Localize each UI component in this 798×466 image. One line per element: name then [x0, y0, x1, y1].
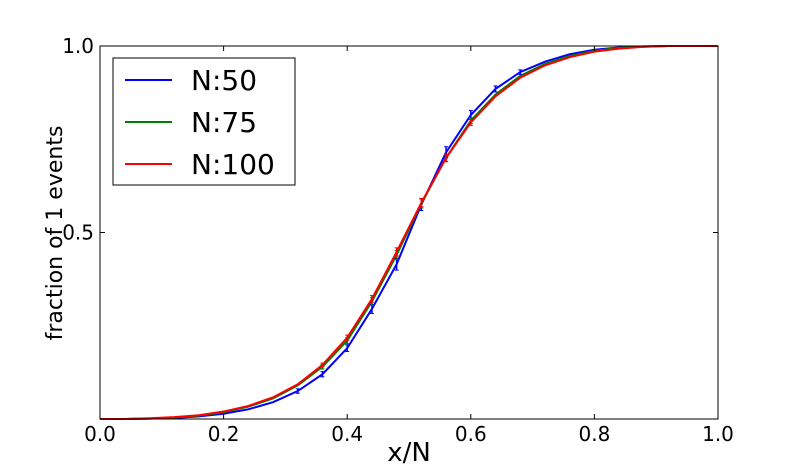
error-bar: [444, 153, 449, 163]
x-tick-label: 0.0: [84, 422, 116, 446]
legend-item: N:50: [125, 64, 257, 97]
tick-layer: [99, 45, 719, 419]
y-tick-label: 0.5: [62, 221, 94, 245]
legend-label: N:75: [191, 106, 257, 139]
error-bar: [369, 295, 374, 303]
series-layer: [100, 45, 718, 420]
legend: N:50 N:75 N:100: [112, 57, 296, 186]
errorbar-layer: [295, 69, 523, 394]
y-axis-label: fraction of 1 events: [43, 126, 68, 341]
x-tick-label: 0.6: [455, 422, 487, 446]
error-bar: [468, 118, 473, 126]
legend-label: N:100: [191, 148, 275, 181]
x-tick-label: 1.0: [702, 422, 734, 446]
error-bar: [320, 371, 325, 378]
error-bar: [345, 334, 350, 341]
error-bar: [295, 388, 300, 394]
error-bar: [493, 85, 498, 93]
error-bar: [320, 362, 325, 368]
legend-label: N:50: [191, 64, 257, 97]
x-tick-label: 0.4: [331, 422, 363, 446]
legend-item: N:100: [125, 148, 275, 181]
y-tick-label: 1.0: [62, 34, 94, 58]
tick-label-layer: 0.0 0.2 0.4 0.6 0.8 1.0 0.5 1.0: [62, 34, 734, 446]
error-bar: [394, 247, 399, 257]
error-bar: [345, 344, 350, 352]
legend-item: N:75: [125, 106, 257, 139]
error-bar: [518, 69, 523, 75]
error-bar: [419, 198, 424, 208]
x-tick-label: 0.8: [578, 422, 610, 446]
x-axis-label: x/N: [387, 438, 431, 466]
series-line-N:100: [100, 45, 718, 420]
x-tick-label: 0.2: [208, 422, 240, 446]
